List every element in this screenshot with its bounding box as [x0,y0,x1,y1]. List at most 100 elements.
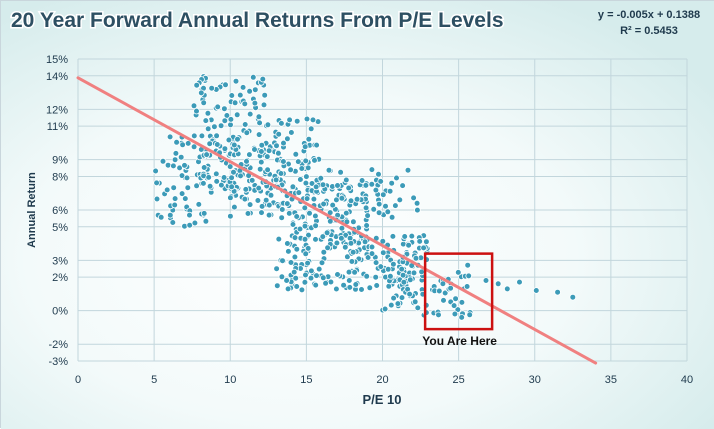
data-point [280,158,287,165]
data-point [289,183,297,191]
data-point [179,141,186,149]
data-point [368,166,376,173]
data-point [313,272,320,279]
data-point [454,269,462,276]
data-point [217,122,225,129]
data-point [275,235,283,243]
data-point [388,179,396,187]
data-point [323,229,331,237]
data-point [398,294,406,301]
data-point [370,206,378,213]
data-point [193,107,200,115]
data-point [411,298,419,306]
data-point [405,241,412,249]
data-point [334,182,341,189]
data-point [324,244,331,252]
trendline-r-squared: R² = 0.5453 [620,25,678,37]
data-point [261,91,269,99]
data-point [256,165,264,173]
data-point [200,99,208,107]
data-point [228,174,235,182]
data-point [554,288,561,296]
data-point [258,141,266,149]
data-point [220,174,228,181]
data-point [414,304,422,312]
data-point [301,278,309,286]
data-point [362,204,370,212]
data-point [242,186,250,193]
data-point [377,263,385,270]
data-point [349,248,357,256]
data-point [325,166,333,174]
data-point [569,293,577,301]
data-point [278,206,286,213]
data-point [297,176,304,183]
data-point [385,282,393,290]
data-point [198,89,205,97]
data-point [191,132,198,140]
data-point [313,141,320,149]
x-tick-label: 20 [376,374,388,386]
data-point [375,209,383,217]
data-point [440,297,447,304]
data-point [464,261,472,269]
data-point [298,165,306,172]
data-point [381,305,389,313]
data-point [303,195,311,202]
data-point [230,168,237,176]
tick-labels: -3% -2% 0% 2% 3% 5% 6% 8% 9% 11% 12% 14% 15% 0 5 10 15 20… [46,54,693,386]
data-point [178,190,186,197]
data-point [466,311,474,319]
y-tick-label: 6% [52,205,68,217]
data-point [170,184,178,192]
data-point [348,258,356,265]
data-point [458,314,466,321]
data-point [157,214,165,221]
data-point [283,200,291,207]
data-point [516,278,523,286]
data-point [244,210,252,217]
data-point [237,91,244,99]
data-point [193,182,200,190]
data-point [292,274,300,282]
data-point [347,240,355,247]
data-point [439,280,447,288]
data-point [373,282,381,289]
data-point [231,99,239,107]
data-point [279,257,286,265]
data-point [320,248,328,256]
data-point [226,163,234,170]
x-tick-label: 5 [151,374,157,386]
data-point [193,81,201,89]
x-tick-label: 0 [75,374,81,386]
data-point [172,150,180,157]
data-point [398,265,406,273]
data-point [208,84,216,92]
data-point [447,284,454,292]
data-point [265,211,273,219]
data-point [291,234,299,241]
data-point [342,176,350,184]
annotation-layer: You Are Here [422,252,497,348]
data-point [159,158,167,165]
data-point [290,268,298,276]
data-point [327,278,335,286]
data-point [344,253,351,261]
data-point [406,276,414,284]
data-point [182,195,189,202]
data-point [275,130,283,138]
data-point [184,140,192,147]
data-point [233,111,241,119]
data-point [375,171,382,178]
data-point [387,272,394,280]
data-point [463,283,471,290]
data-point [239,84,247,91]
data-point [304,245,312,252]
data-point [309,116,317,124]
data-point [311,157,318,164]
data-point [221,117,229,124]
data-point [320,200,327,208]
data-point [221,145,229,153]
data-point [399,271,407,279]
data-point [420,244,427,252]
